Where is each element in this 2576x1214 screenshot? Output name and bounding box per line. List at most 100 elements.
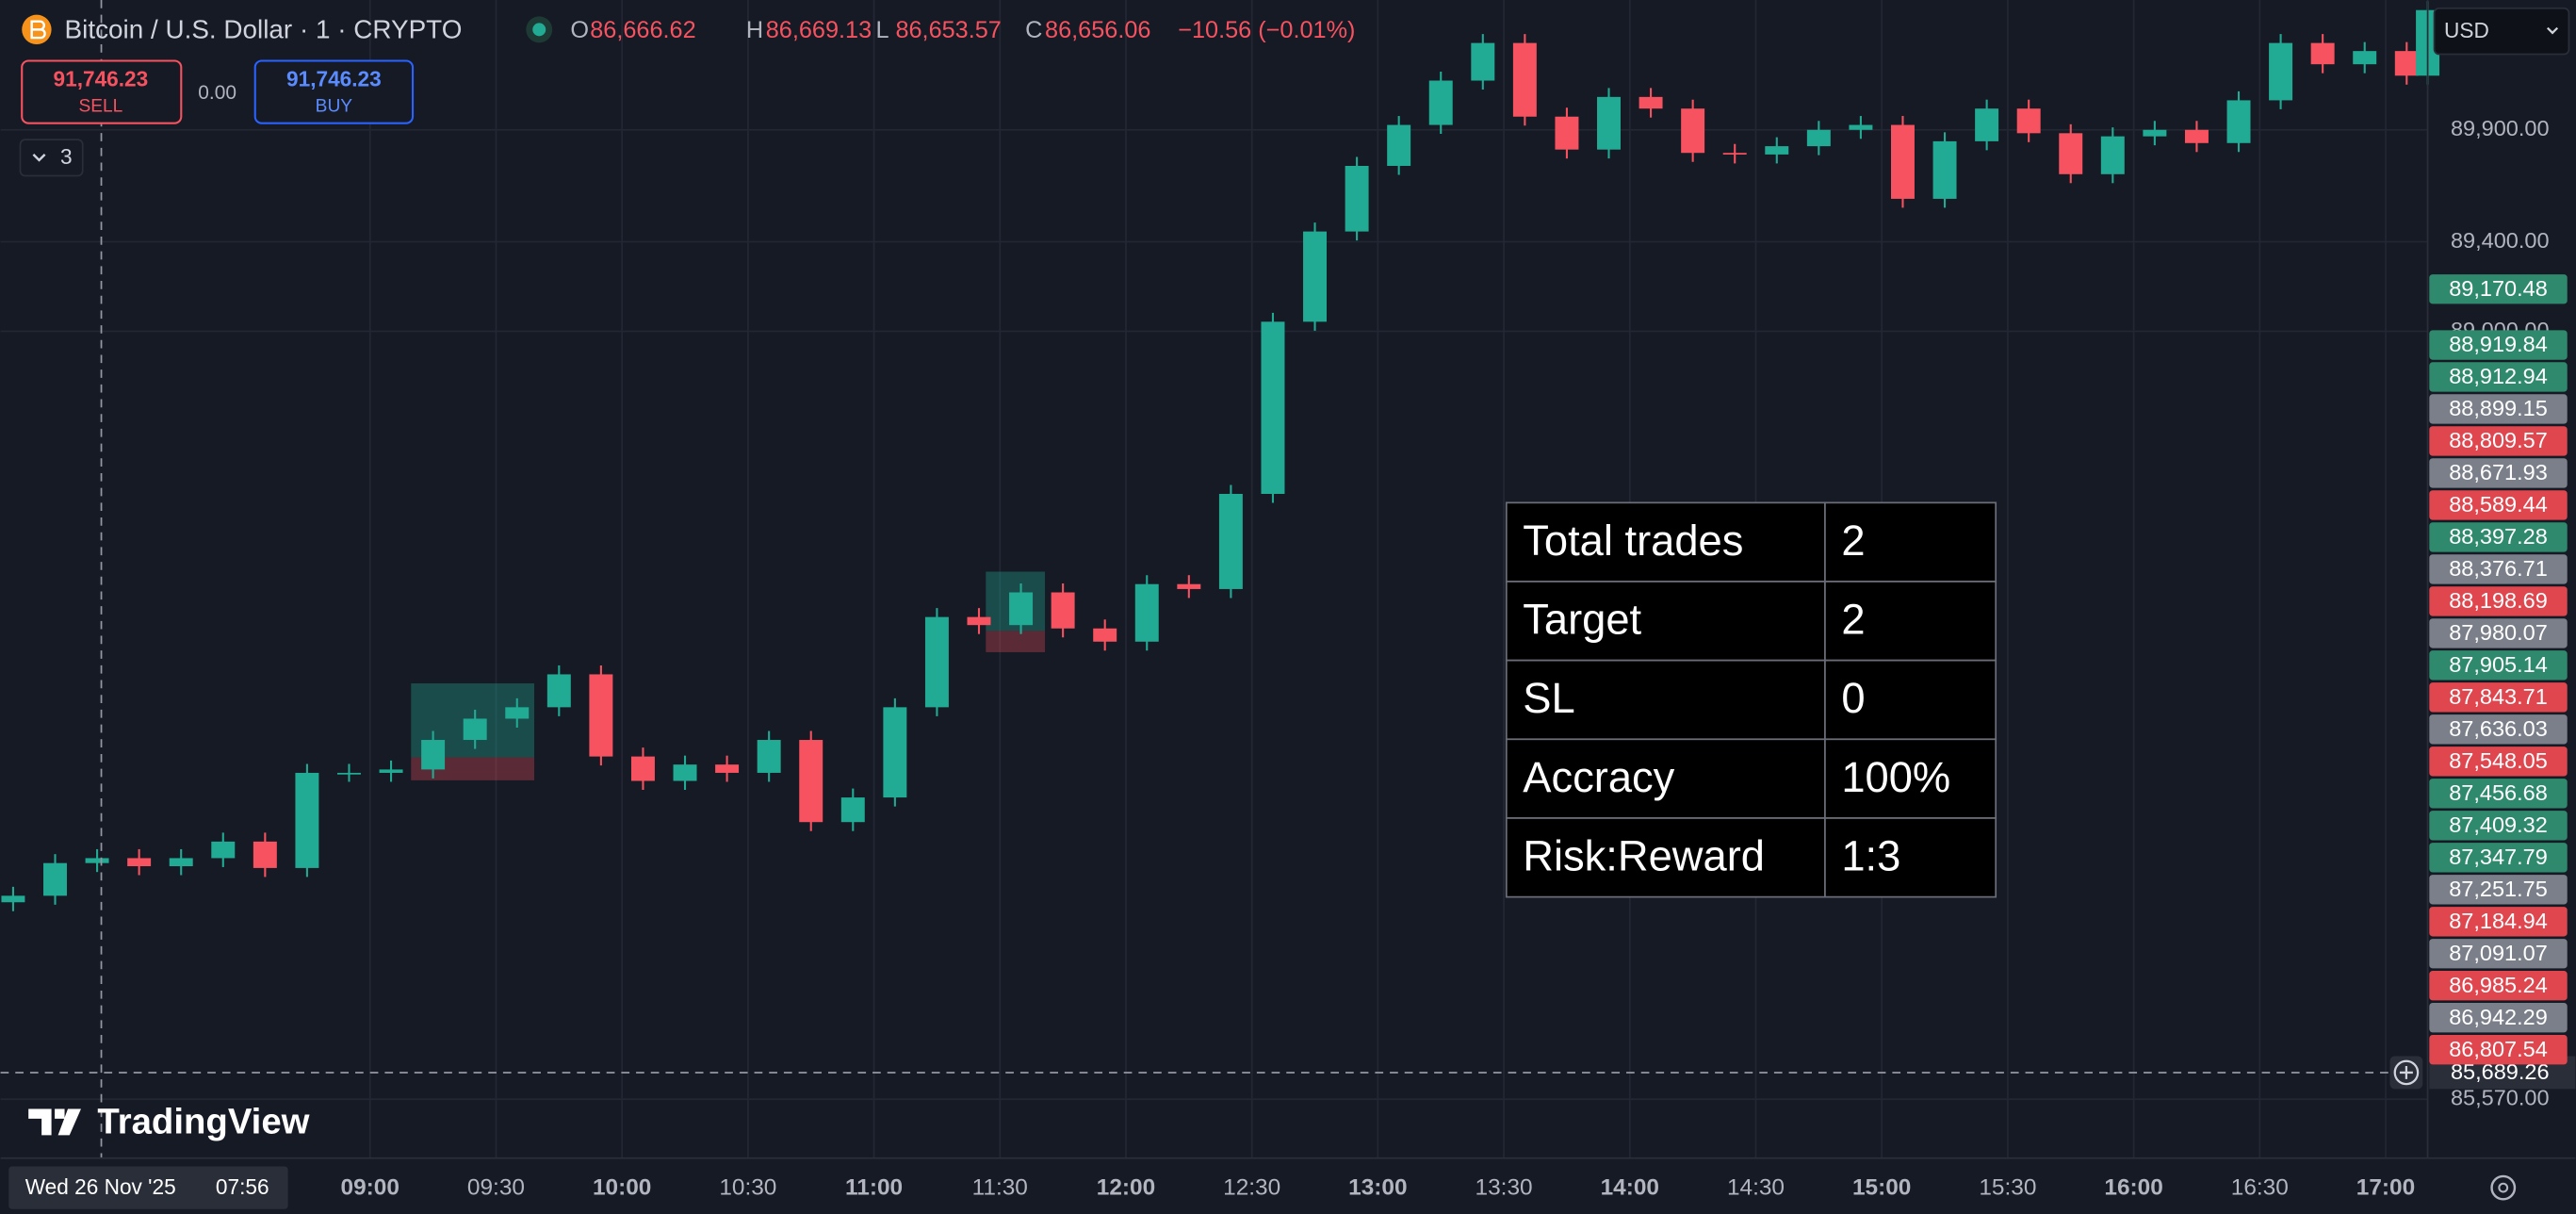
candle-body: [1555, 116, 1579, 150]
candle-body: [1932, 140, 1957, 199]
price-tag: [2429, 554, 2568, 584]
price-tag: [2429, 426, 2568, 456]
x-tick-label: 11:00: [845, 1174, 903, 1200]
price-tag: [2429, 650, 2568, 681]
price-tag-label: 87,347.79: [2449, 845, 2548, 869]
candle-body: [2269, 42, 2293, 101]
x-tick-label: 15:30: [1979, 1174, 2036, 1200]
candle-body: [673, 764, 697, 781]
buy-button[interactable]: [253, 59, 415, 124]
table-value: 1:3: [1841, 832, 1900, 880]
buy-price: 91,746.23: [286, 66, 382, 90]
candle-body: [1428, 80, 1453, 125]
candle-body: [1009, 592, 1034, 626]
candle-body: [1261, 321, 1285, 494]
settings-button[interactable]: [2490, 1174, 2517, 1201]
candle-body: [2310, 42, 2335, 65]
ohlc-value: 86,669.13: [766, 17, 872, 43]
table-cell: [1824, 501, 1997, 582]
chevron-icon: [2547, 26, 2559, 35]
price-tag-label: 88,376.71: [2449, 556, 2548, 581]
price-tag: [2429, 330, 2568, 360]
price-tag: [2429, 811, 2568, 841]
candle-body: [2184, 129, 2209, 143]
candle-body: [2353, 51, 2377, 65]
candle-body: [1387, 124, 1411, 167]
x-tick-label: 12:30: [1223, 1174, 1280, 1200]
candle-body: [883, 707, 907, 798]
candle-body: [43, 862, 67, 896]
candle-body: [1051, 592, 1075, 629]
price-tag: [2429, 907, 2568, 937]
candle-body: [1303, 231, 1328, 322]
symbol-name[interactable]: Bitcoin / U.S. Dollar · 1 · CRYPTO: [65, 14, 463, 43]
price-tag-label: 88,671.93: [2449, 460, 2548, 484]
candle-body: [1806, 129, 1831, 147]
brand-name: TradingView: [97, 1101, 309, 1141]
ohlc: O 86,666.62 H 86,669.13 L 86,653.57 C 86,656.06: [570, 17, 1150, 43]
candle-body: [337, 772, 361, 775]
candle-body: [2016, 108, 2041, 134]
price-tag: [2429, 682, 2568, 713]
candle-body: [1177, 583, 1201, 589]
candle-body: [1975, 108, 1999, 141]
table-cell: [1505, 659, 1826, 741]
table-value: 100%: [1841, 753, 1950, 801]
candle-body: [1765, 146, 1789, 155]
price-tag-label: 86,942.29: [2449, 1005, 2548, 1029]
candle-body: [2059, 133, 2083, 174]
price-tag-label: 89,170.48: [2449, 276, 2548, 301]
candle-body: [757, 740, 781, 773]
ohlc-key: L: [876, 17, 889, 43]
candle-body: [253, 841, 277, 868]
price-tag-label: 88,899.15: [2449, 396, 2548, 420]
sell-button[interactable]: [21, 59, 183, 124]
table-value: 0: [1841, 674, 1865, 722]
crosshair-date: Wed 26 Nov '25: [25, 1174, 176, 1199]
x-tick-label: 10:30: [719, 1174, 776, 1200]
table-label: Risk:Reward: [1523, 832, 1765, 880]
x-tick-label: 12:00: [1097, 1174, 1155, 1200]
candle-body: [715, 764, 740, 773]
x-tick-label: 16:00: [2104, 1174, 2162, 1200]
price-tag-label: 87,409.32: [2449, 812, 2548, 837]
x-tick-label: 14:30: [1727, 1174, 1785, 1200]
candle-body: [1471, 42, 1495, 81]
indicators-toggle[interactable]: [19, 139, 84, 177]
price-tag: [2429, 746, 2568, 777]
ohlc-value: 86,653.57: [895, 17, 1001, 43]
sell-label: SELL: [78, 96, 122, 116]
candle-body: [1218, 493, 1243, 589]
symbol-icon-glyph: [30, 20, 46, 40]
candle-body: [85, 858, 109, 863]
table-cell: [1505, 817, 1826, 898]
candle-body: [1093, 628, 1117, 642]
price-tag: [2429, 274, 2568, 304]
table-cell: [1824, 817, 1997, 898]
x-tick-label: 15:00: [1852, 1174, 1911, 1200]
price-tag: [2429, 939, 2568, 969]
crosshair-time: 07:56: [216, 1174, 269, 1199]
table-label: Accracy: [1523, 753, 1674, 801]
currency-selector[interactable]: [2433, 7, 2570, 56]
price-tag-label: 88,912.94: [2449, 364, 2548, 388]
plus-icon: [2399, 1065, 2413, 1079]
price-tag-label: 86,807.54: [2449, 1037, 2548, 1061]
x-tick-label: 09:30: [467, 1174, 525, 1200]
x-tick-label: 11:30: [972, 1174, 1028, 1200]
currency-label: USD: [2444, 18, 2489, 42]
price-tag-label: 87,184.94: [2449, 909, 2548, 933]
table-label: Target: [1523, 596, 1641, 644]
price-tag: [2429, 394, 2568, 424]
price-tag-label: 87,905.14: [2449, 652, 2548, 677]
price-tag: [2429, 522, 2568, 552]
x-tick-label: 14:00: [1601, 1174, 1659, 1200]
stats-table: Total trades 2 Target 2 SL 0 Accracy 100% Risk:R…: [1505, 501, 1997, 898]
candles: [1, 1, 2440, 911]
candle-body: [799, 740, 823, 823]
x-tick-label: 10:00: [593, 1174, 651, 1200]
x-tick-label: 16:30: [2231, 1174, 2289, 1200]
candle-body: [1681, 108, 1705, 154]
